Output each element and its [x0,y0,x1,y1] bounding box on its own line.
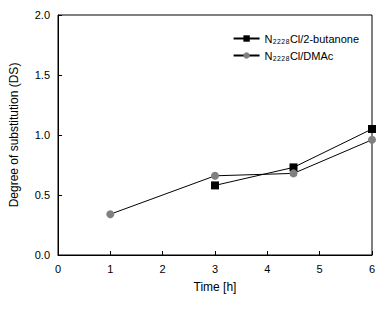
svg-text:1.0: 1.0 [35,129,50,141]
svg-text:2.0: 2.0 [35,9,50,21]
svg-text:1: 1 [107,263,113,275]
svg-text:Degree of substitution (DS): Degree of substitution (DS) [7,63,21,208]
svg-text:N₂₂₂₈Cl/DMAc: N₂₂₂₈Cl/DMAc [265,50,334,62]
svg-text:6: 6 [369,263,375,275]
svg-text:0: 0 [55,263,61,275]
svg-text:3: 3 [212,263,218,275]
svg-text:Time [h]: Time [h] [194,280,237,294]
svg-text:4: 4 [264,263,270,275]
svg-text:0.5: 0.5 [35,189,50,201]
svg-text:N₂₂₂₈Cl/2-butanone: N₂₂₂₈Cl/2-butanone [265,33,359,45]
svg-text:5: 5 [317,263,323,275]
svg-text:0.0: 0.0 [35,249,50,261]
svg-text:2: 2 [160,263,166,275]
svg-text:1.5: 1.5 [35,69,50,81]
